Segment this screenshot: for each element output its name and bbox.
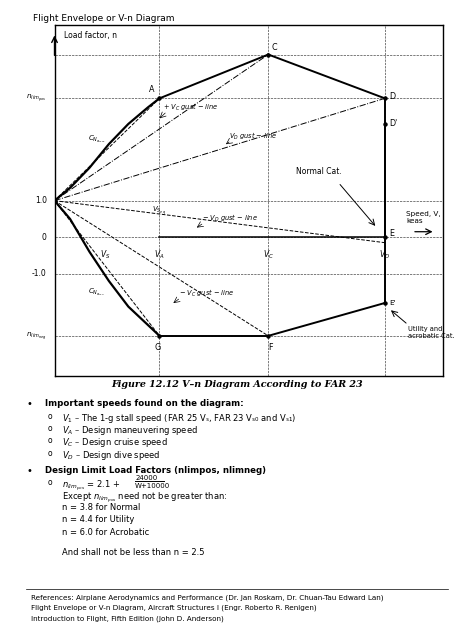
Text: Figure 12.12 V–n Diagram According to FAR 23: Figure 12.12 V–n Diagram According to FA… <box>111 380 363 389</box>
Text: $n_{lim_{pos}}$: $n_{lim_{pos}}$ <box>26 92 47 104</box>
Text: Speed, V,
keas: Speed, V, keas <box>406 210 441 224</box>
Text: $V_A$: $V_A$ <box>154 248 165 260</box>
Text: $n_{lim_{neg}}$: $n_{lim_{neg}}$ <box>26 330 47 342</box>
Text: o: o <box>47 424 52 433</box>
Text: -1.0: -1.0 <box>32 269 47 278</box>
Text: W+10000: W+10000 <box>135 483 170 489</box>
Text: $V_1$ – The 1-g stall speed (FAR 25 Vₛ, FAR 23 Vₛ₀ and Vₛ₁): $V_1$ – The 1-g stall speed (FAR 25 Vₛ, … <box>62 412 296 425</box>
Text: $C_{N_{\alpha_{min}}}$: $C_{N_{\alpha_{min}}}$ <box>88 287 105 298</box>
Text: Load factor, n: Load factor, n <box>64 31 117 40</box>
Text: •: • <box>26 399 32 410</box>
Text: F: F <box>268 343 273 352</box>
Text: Except $n_{lim_{pos}}$ need not be greater than:: Except $n_{lim_{pos}}$ need not be great… <box>62 490 227 506</box>
Text: $V_D$ gust $-$ line: $V_D$ gust $-$ line <box>229 131 278 142</box>
Text: E': E' <box>390 300 396 306</box>
Text: E: E <box>390 229 394 238</box>
Text: $V_{S_{eq}}$: $V_{S_{eq}}$ <box>153 205 166 217</box>
Text: $V_S$: $V_S$ <box>100 248 110 260</box>
Text: n = 6.0 for Acrobatic: n = 6.0 for Acrobatic <box>62 528 149 537</box>
Text: $V_A$ – Design maneuvering speed: $V_A$ – Design maneuvering speed <box>62 424 198 437</box>
Text: D: D <box>390 92 396 101</box>
Text: 0: 0 <box>42 233 47 241</box>
Text: $n_{lim_{pos}}$ = 2.1 +: $n_{lim_{pos}}$ = 2.1 + <box>62 478 121 493</box>
Text: o: o <box>47 436 52 446</box>
Text: $C_{N_{\alpha_{max}}}$: $C_{N_{\alpha_{max}}}$ <box>88 133 106 145</box>
Text: Utility and
acrobatic Cat.: Utility and acrobatic Cat. <box>408 325 455 339</box>
Text: Important speeds found on the diagram:: Important speeds found on the diagram: <box>45 399 244 408</box>
Text: Introduction to Flight, Fifth Edition (John D. Anderson): Introduction to Flight, Fifth Edition (J… <box>31 616 224 622</box>
Text: 24000: 24000 <box>135 475 157 481</box>
Text: •: • <box>26 466 32 476</box>
Text: 1.0: 1.0 <box>35 196 47 205</box>
Text: A: A <box>149 85 155 94</box>
Text: Design Limit Load Factors (nlimpos, nlimneg): Design Limit Load Factors (nlimpos, nlim… <box>45 466 266 475</box>
Text: o: o <box>47 449 52 458</box>
Text: $-$ $V_D$ gust $-$ line: $-$ $V_D$ gust $-$ line <box>202 213 258 224</box>
Text: n = 4.4 for Utility: n = 4.4 for Utility <box>62 516 134 525</box>
Text: $+$ $V_C$ gust $-$ line: $+$ $V_C$ gust $-$ line <box>164 101 219 112</box>
Text: D': D' <box>390 119 398 128</box>
Text: $V_C$ – Design cruise speed: $V_C$ – Design cruise speed <box>62 436 167 449</box>
Text: C: C <box>272 42 277 52</box>
Text: $V_C$: $V_C$ <box>263 248 274 260</box>
Text: Flight Envelope or V-n Diagram: Flight Envelope or V-n Diagram <box>33 14 175 23</box>
Text: o: o <box>47 412 52 421</box>
Text: Flight Envelope or V-n Diagram, Aircraft Structures I (Engr. Roberto R. Renigen): Flight Envelope or V-n Diagram, Aircraft… <box>31 605 317 611</box>
Text: o: o <box>47 478 52 487</box>
Text: n = 3.8 for Normal: n = 3.8 for Normal <box>62 503 140 512</box>
Text: $V_D$ – Design dive speed: $V_D$ – Design dive speed <box>62 449 160 462</box>
Text: G: G <box>155 343 161 352</box>
Text: Normal Cat.: Normal Cat. <box>296 167 342 176</box>
Text: And shall not be less than n = 2.5: And shall not be less than n = 2.5 <box>62 547 204 557</box>
Text: References: Airplane Aerodynamics and Performance (Dr. Jan Roskam, Dr. Chuan-Tau: References: Airplane Aerodynamics and Pe… <box>31 594 383 600</box>
Text: $-$ $V_C$ gust $-$ line: $-$ $V_C$ gust $-$ line <box>179 288 235 299</box>
Text: $V_D$: $V_D$ <box>379 248 391 260</box>
